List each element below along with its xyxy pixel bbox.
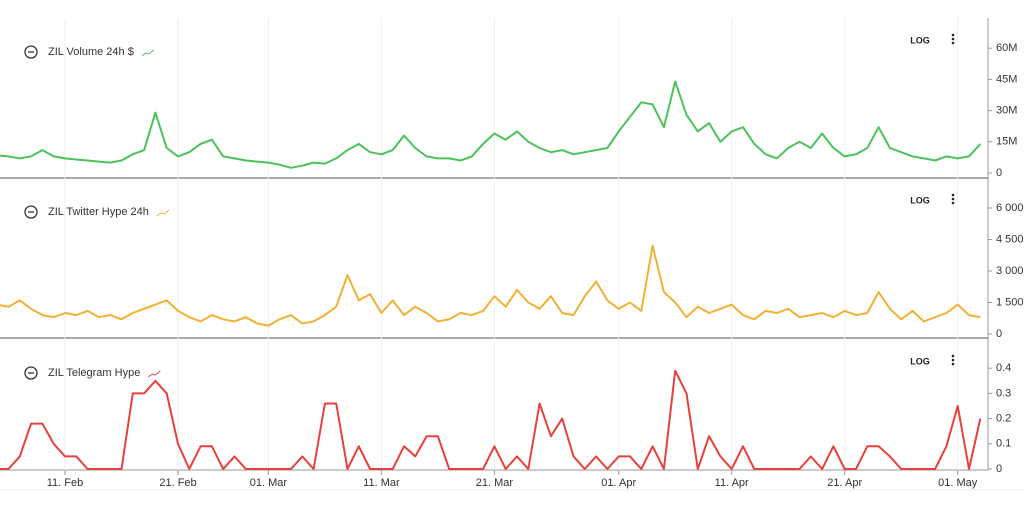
legend-item[interactable]: ZIL Telegram Hype: [24, 366, 161, 380]
y-tick-label: 30M: [996, 105, 1017, 117]
y-tick-label: 0.4: [996, 362, 1011, 374]
y-tick-label: 0.3: [996, 387, 1011, 399]
menu-dot: [951, 354, 955, 358]
legend-icon: [148, 370, 161, 378]
y-tick-label: 0: [996, 328, 1002, 340]
x-tick-label: 01. Mar: [250, 477, 288, 489]
x-tick-label: 01. May: [938, 477, 978, 489]
legend-icon: [156, 209, 170, 217]
x-tick-label: 21. Feb: [159, 477, 196, 489]
menu-button[interactable]: [951, 193, 955, 205]
menu-button[interactable]: [951, 354, 955, 366]
log-button[interactable]: LOG: [910, 35, 930, 45]
menu-dot: [951, 358, 955, 362]
y-tick-label: 4 500: [996, 233, 1024, 245]
legend-label: ZIL Telegram Hype: [48, 367, 140, 379]
x-tick-label: 21. Mar: [476, 477, 514, 489]
y-tick-label: 45M: [996, 73, 1017, 85]
x-tick-label: 11. Feb: [47, 477, 84, 489]
legend-toggle: [24, 366, 38, 380]
legend-icon: [141, 49, 155, 57]
menu-dot: [951, 37, 955, 41]
x-tick-label: 11. Apr: [715, 477, 749, 489]
legend-label: ZIL Twitter Hype 24h: [48, 206, 149, 218]
x-tick-label: 01. Apr: [601, 477, 636, 489]
log-button[interactable]: LOG: [910, 356, 930, 366]
y-tick-label: 0: [996, 167, 1002, 179]
x-tick-label: 11. Mar: [363, 477, 400, 489]
y-tick-label: 1 500: [996, 296, 1024, 308]
y-tick-label: 60M: [996, 42, 1017, 54]
menu-dot: [951, 201, 955, 205]
legend-item[interactable]: ZIL Twitter Hype 24h: [24, 205, 170, 219]
log-button[interactable]: LOG: [910, 195, 930, 205]
menu-dot: [951, 197, 955, 201]
menu-dot: [951, 362, 955, 366]
y-tick-label: 6 000: [996, 202, 1024, 214]
legend-toggle: [24, 45, 38, 59]
legend-label: ZIL Volume 24h $: [48, 46, 134, 58]
y-tick-label: 0.1: [996, 438, 1011, 450]
series-line: [0, 80, 982, 169]
y-tick-label: 0.2: [996, 413, 1011, 425]
menu-button[interactable]: [951, 33, 955, 45]
y-tick-label: 0: [996, 463, 1002, 475]
legend-toggle: [24, 205, 38, 219]
y-tick-label: 3 000: [996, 265, 1024, 277]
menu-dot: [951, 33, 955, 37]
menu-dot: [951, 193, 955, 197]
series-line: [0, 369, 982, 470]
legend-item[interactable]: ZIL Volume 24h $: [24, 45, 155, 59]
y-tick-label: 15M: [996, 136, 1017, 148]
menu-dot: [951, 41, 955, 45]
series-line: [0, 244, 981, 327]
x-tick-label: 21. Apr: [827, 477, 862, 489]
